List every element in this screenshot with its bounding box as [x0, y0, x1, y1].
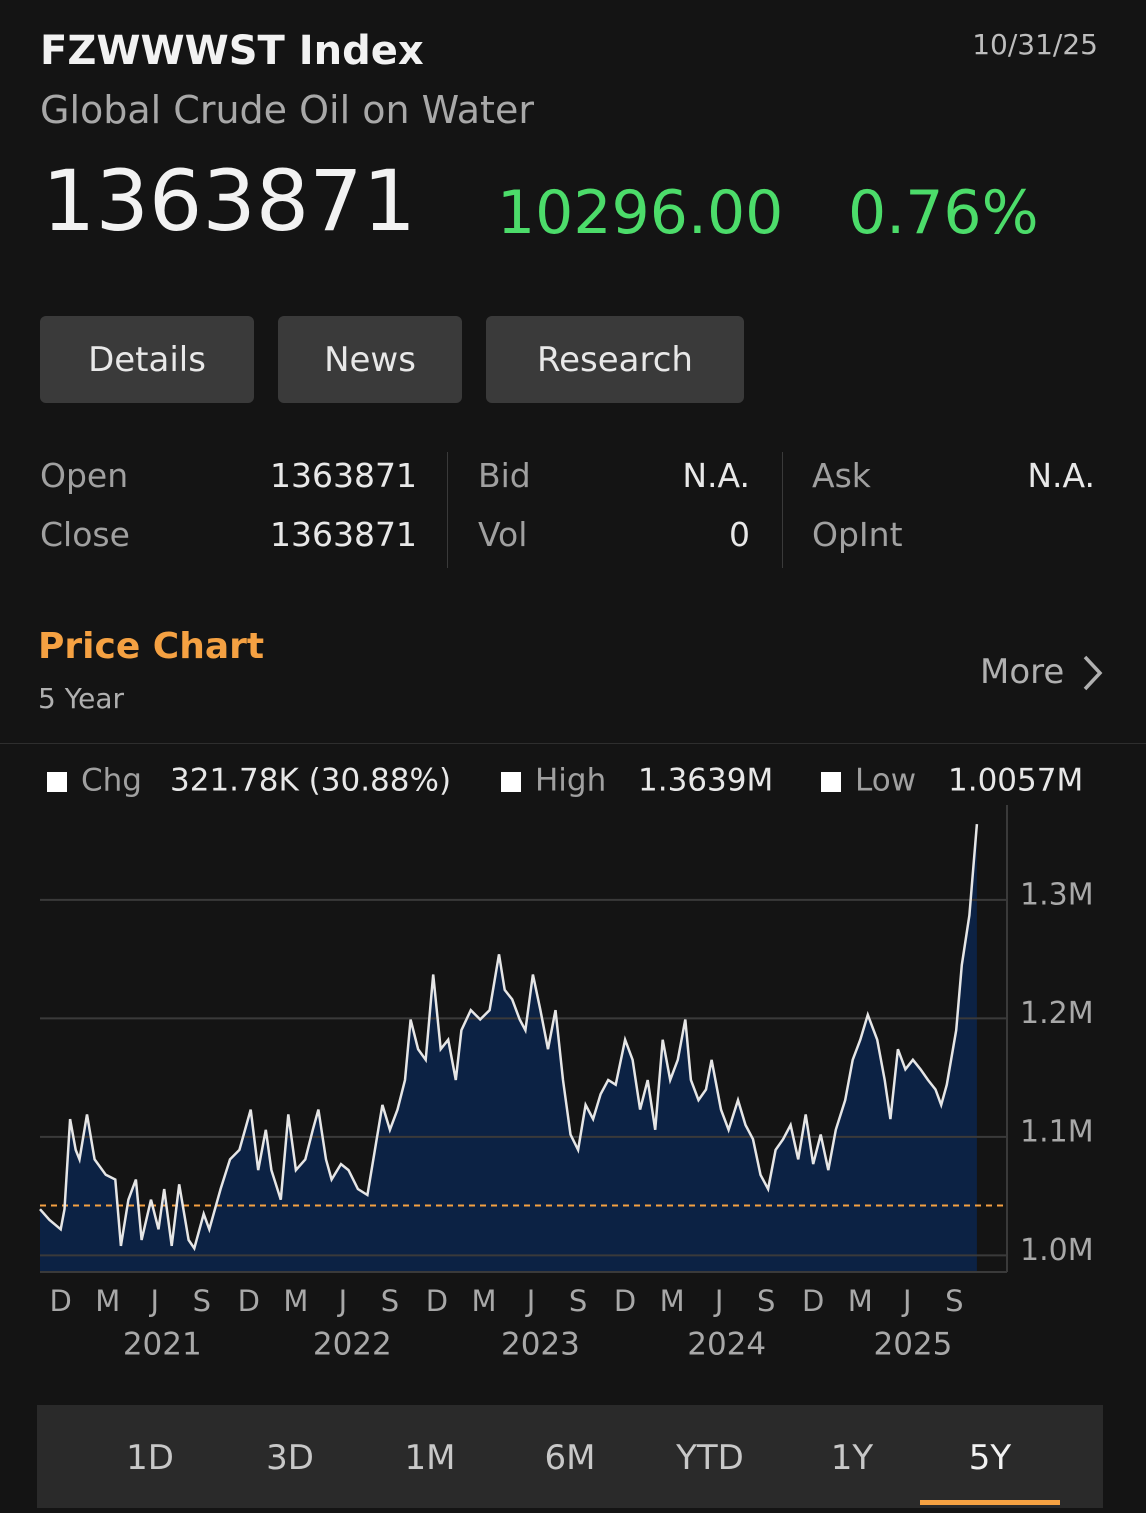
x-tick-label: S: [381, 1284, 399, 1318]
change-pct: 0.76%: [848, 178, 1039, 248]
separator: [0, 743, 1146, 744]
x-tick-label: D: [802, 1284, 824, 1318]
chevron[interactable]: [1080, 654, 1106, 692]
news-button[interactable]: News: [278, 316, 462, 403]
price: 1363871: [42, 152, 417, 250]
x-tick-label: J: [525, 1284, 536, 1318]
divider: [782, 452, 783, 568]
x-tick-label: D: [238, 1284, 260, 1318]
range-tab[interactable]: 5Y: [968, 1438, 1012, 1478]
name: Global Crude Oil on Water: [40, 88, 534, 132]
x-tick-label: D: [426, 1284, 448, 1318]
x-tick-label: J: [901, 1284, 912, 1318]
y-tick-label: 1.1M: [1020, 1114, 1094, 1149]
range-tab[interactable]: YTD: [676, 1438, 744, 1478]
year-label: 2023: [501, 1327, 580, 1363]
price-chart: Chg 321.78K (30.88%) High 1.3639M Low 1.0057M…: [39, 763, 1094, 1363]
x-tick-label: S: [945, 1284, 963, 1318]
x-tick-label: M: [471, 1284, 496, 1318]
range-bar: [37, 1405, 1103, 1508]
stat-value: 1363871: [270, 456, 417, 495]
stat-label: Ask: [812, 456, 871, 495]
range-tab[interactable]: 6M: [544, 1438, 596, 1478]
x-tick-label: M: [283, 1284, 308, 1318]
stat-value: 1363871: [270, 515, 417, 554]
legend-swatch: [821, 772, 841, 792]
legend-swatch: [47, 772, 67, 792]
x-tick-label: M: [848, 1284, 873, 1318]
price-line: [39, 823, 979, 1252]
details-button[interactable]: Details: [40, 316, 254, 403]
area: [40, 824, 977, 1272]
x-tick-label: M: [95, 1284, 120, 1318]
stat-label: Close: [40, 515, 130, 554]
x-tick-label: S: [569, 1284, 587, 1318]
section-subtitle: 5 Year: [38, 682, 124, 715]
legend-value: 1.0057M: [948, 763, 1083, 799]
stat-value: N.A.: [1027, 456, 1095, 495]
year-label: 2025: [873, 1327, 952, 1363]
y-tick-label: 1.3M: [1020, 877, 1094, 912]
range-tab[interactable]: 1D: [126, 1438, 174, 1478]
x-tick-label: D: [614, 1284, 636, 1318]
x-tick-label: S: [757, 1284, 775, 1318]
x-tick-label: J: [713, 1284, 724, 1318]
year-label: 2021: [123, 1327, 202, 1363]
year-label: 2024: [687, 1327, 766, 1363]
legend-value: 1.3639M: [638, 763, 773, 799]
stat-label: Bid: [478, 456, 531, 495]
x-tick-label: J: [337, 1284, 348, 1318]
range-underline: [920, 1500, 1060, 1505]
legend-value: 321.78K (30.88%): [170, 763, 451, 799]
legend-label: Chg: [81, 763, 142, 799]
x-tick-label: M: [660, 1284, 685, 1318]
x-tick-label: D: [50, 1284, 72, 1318]
x-tick-label: S: [193, 1284, 211, 1318]
range-tab[interactable]: 1Y: [830, 1438, 874, 1478]
stat-value: N.A.: [682, 456, 750, 495]
stat-label: Open: [40, 456, 129, 495]
date: 10/31/25: [972, 28, 1098, 61]
stat-value: 0: [729, 515, 750, 554]
range-tab[interactable]: 3D: [266, 1438, 314, 1478]
y-tick-label: 1.2M: [1020, 996, 1094, 1031]
legend-swatch: [501, 772, 521, 792]
range-tab[interactable]: 1M: [404, 1438, 456, 1478]
stat-label: OpInt: [812, 515, 903, 554]
divider: [447, 452, 448, 568]
section-title: Price Chart: [38, 626, 265, 667]
year-label: 2022: [313, 1327, 392, 1363]
x-tick-label: J: [148, 1284, 159, 1318]
ticker: FZWWWST Index: [40, 28, 424, 74]
legend-label: Low: [855, 763, 916, 799]
stat-label: Vol: [478, 515, 528, 554]
research-button[interactable]: Research: [486, 316, 744, 403]
change: 10296.00: [497, 178, 784, 248]
legend-label: High: [535, 763, 606, 799]
more-link[interactable]: More: [980, 652, 1065, 692]
y-tick-label: 1.0M: [1020, 1233, 1094, 1268]
